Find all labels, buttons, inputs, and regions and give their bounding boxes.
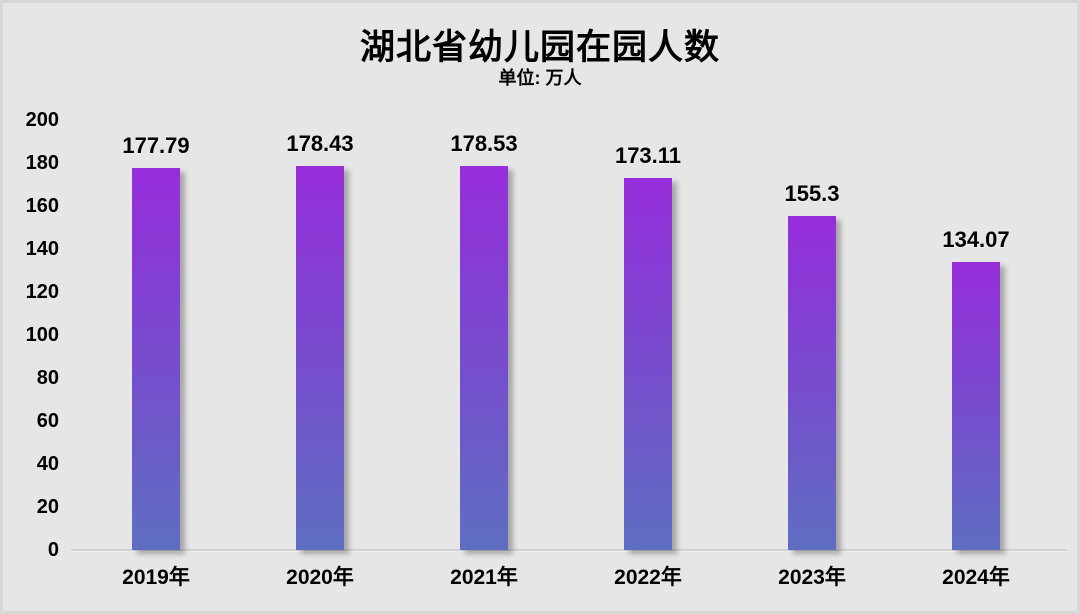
y-tick-label-60: 60 bbox=[36, 410, 59, 432]
y-tick-label-100: 100 bbox=[25, 324, 59, 346]
x-label-2021年: 2021年 bbox=[450, 566, 518, 589]
x-label-2022年: 2022年 bbox=[614, 566, 682, 589]
chart-title: 湖北省幼儿园在园人数 bbox=[359, 28, 720, 67]
value-label-2023年: 155.3 bbox=[784, 181, 840, 207]
value-label-2019年: 177.79 bbox=[122, 132, 190, 158]
bar-2022年 bbox=[624, 177, 672, 550]
bar-2021年 bbox=[460, 166, 508, 550]
bar-2020年 bbox=[296, 166, 344, 550]
x-label-2023年: 2023年 bbox=[778, 566, 846, 589]
y-tick-label-120: 120 bbox=[25, 281, 59, 303]
y-tick-label-0: 0 bbox=[47, 539, 59, 561]
bar-2023年 bbox=[788, 216, 836, 550]
chart-subtitle-unit: 单位: 万人 bbox=[498, 68, 582, 88]
y-tick-label-140: 140 bbox=[25, 238, 59, 260]
value-label-2024年: 134.07 bbox=[942, 226, 1010, 252]
value-label-2020年: 178.43 bbox=[286, 131, 354, 157]
bar-2024年 bbox=[952, 261, 1000, 550]
y-tick-label-80: 80 bbox=[36, 367, 59, 389]
plot-area: 0 20 40 60 80 100 120 140 160 180 200 177.79 178.43… bbox=[3, 3, 1077, 611]
x-label-2024年: 2024年 bbox=[942, 566, 1010, 589]
x-label-2019年: 2019年 bbox=[122, 566, 190, 589]
x-axis-baseline bbox=[71, 549, 1067, 552]
y-tick-label-180: 180 bbox=[25, 152, 59, 174]
bar-2019年 bbox=[132, 167, 180, 550]
y-tick-label-40: 40 bbox=[36, 453, 59, 475]
y-tick-label-200: 200 bbox=[25, 109, 59, 131]
x-label-2020年: 2020年 bbox=[286, 566, 354, 589]
y-tick-label-160: 160 bbox=[25, 195, 59, 217]
value-label-2021年: 178.53 bbox=[450, 131, 518, 157]
y-tick-label-20: 20 bbox=[36, 496, 59, 518]
value-label-2022年: 173.11 bbox=[614, 142, 682, 168]
